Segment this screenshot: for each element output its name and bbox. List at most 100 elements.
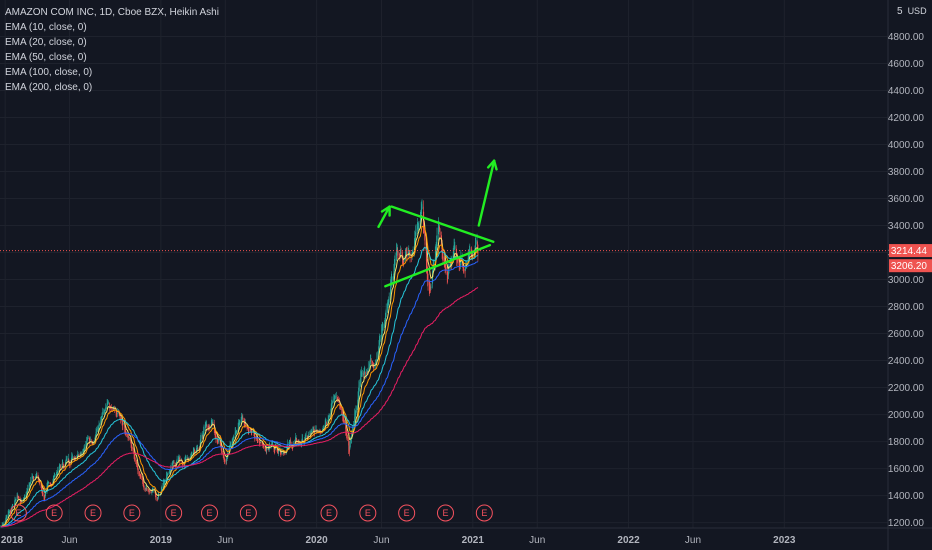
symbol-title[interactable]: AMAZON COM INC, 1D, Cboe BZX, Heikin Ash… (5, 7, 219, 18)
earnings-badge[interactable]: E (398, 504, 416, 522)
earnings-badge[interactable]: E (320, 504, 338, 522)
currency-label: USD (907, 6, 927, 16)
candle (334, 395, 335, 404)
candle-body (14, 503, 15, 507)
candle (54, 472, 55, 478)
candle-body (209, 426, 211, 428)
candle-body (101, 417, 102, 420)
candle-body (331, 399, 333, 408)
earnings-badge[interactable]: E (45, 504, 63, 522)
candle (312, 426, 314, 432)
earnings-badge[interactable]: E (84, 504, 102, 522)
candle-body (400, 249, 402, 255)
time-axis[interactable]: 2018 Jun 2019 Jun 2020 Jun 2021 Jun 2022 Jun 2023 (0, 527, 932, 546)
earnings-badge[interactable]: E (475, 504, 493, 522)
candle-body (106, 406, 108, 410)
earnings-badge[interactable]: E (123, 504, 141, 522)
price-axis[interactable]: 1200.00 1400.00 1600.00 1800.00 2000.00 2200.… (887, 0, 932, 550)
candle (114, 405, 115, 414)
candle (34, 476, 36, 479)
candle-body (183, 464, 185, 466)
candle-body (391, 280, 393, 281)
candle-body (43, 492, 45, 497)
candle-body (344, 420, 345, 423)
candle-body (421, 204, 422, 215)
candle (101, 412, 103, 421)
candle (313, 426, 314, 432)
candle-body (116, 413, 118, 414)
earnings-badge[interactable]: E (201, 504, 219, 522)
candle (355, 410, 356, 418)
candle (232, 437, 233, 444)
candle-body (455, 246, 457, 251)
candle-body (56, 473, 58, 474)
candle-body (128, 437, 130, 439)
candle (396, 242, 397, 261)
trendline-drawing[interactable] (390, 205, 495, 243)
candle (260, 441, 262, 444)
earnings-badge[interactable]: E (9, 504, 27, 522)
indicator-ema-100[interactable]: EMA (100, close, 0) (5, 67, 93, 78)
earnings-badge-label: E (90, 508, 96, 518)
candle-body (207, 426, 209, 428)
earnings-badge-circle (123, 504, 141, 522)
earnings-badge[interactable]: E (239, 504, 257, 522)
candle (100, 417, 102, 425)
candle-body (295, 435, 297, 442)
candle (122, 420, 123, 431)
earnings-badge[interactable]: E (436, 504, 454, 522)
candle (47, 479, 49, 487)
candle (173, 460, 175, 463)
candle-body (453, 245, 455, 255)
candle-body (28, 485, 30, 490)
candle-body (213, 422, 215, 427)
earnings-badge[interactable]: E (278, 504, 296, 522)
candle-body (217, 439, 218, 443)
currency-selector[interactable]: 5 USD (897, 6, 927, 17)
candle-body (203, 431, 204, 437)
arrow-drawing[interactable] (377, 205, 391, 229)
candle-body (438, 221, 440, 235)
earnings-badge[interactable]: E (165, 504, 183, 522)
candle-body (340, 406, 342, 408)
candle-body (312, 428, 314, 432)
candle-body (390, 288, 391, 300)
candle (358, 379, 360, 392)
candle (208, 423, 210, 431)
candle (146, 487, 148, 492)
candle-body (134, 451, 135, 459)
candle (405, 247, 407, 255)
arrow-drawing[interactable] (477, 159, 498, 227)
candle-body (26, 493, 27, 497)
indicator-ema-50[interactable]: EMA (50, close, 0) (5, 52, 87, 63)
candle-body (30, 480, 32, 484)
candle-body (265, 448, 267, 450)
candle-body (342, 408, 344, 416)
candle-body (381, 328, 383, 334)
indicator-ema-200[interactable]: EMA (200, close, 0) (5, 82, 93, 93)
candle (366, 368, 367, 379)
price-tick-label: 1800.00 (888, 437, 925, 448)
indicator-ema-10[interactable]: EMA (10, close, 0) (5, 22, 87, 33)
candle-body (66, 458, 67, 462)
candle-body (208, 426, 210, 428)
candle (151, 490, 152, 494)
candle-body (228, 448, 230, 455)
earnings-badge-label: E (404, 508, 410, 518)
earnings-badge[interactable]: E (359, 504, 377, 522)
candle-body (44, 494, 45, 500)
candle-body (155, 494, 157, 500)
candle-body (236, 430, 237, 433)
candle-body (187, 458, 189, 460)
earnings-badge-circle (201, 504, 219, 522)
candle-body (237, 428, 239, 432)
candle (358, 387, 359, 404)
indicator-ema-20[interactable]: EMA (20, close, 0) (5, 37, 87, 48)
candle (412, 246, 414, 257)
candle-body (337, 398, 339, 400)
trendline-drawing[interactable] (384, 243, 492, 288)
candle-body (381, 329, 383, 338)
candle-body (148, 489, 150, 493)
candle (134, 454, 136, 462)
